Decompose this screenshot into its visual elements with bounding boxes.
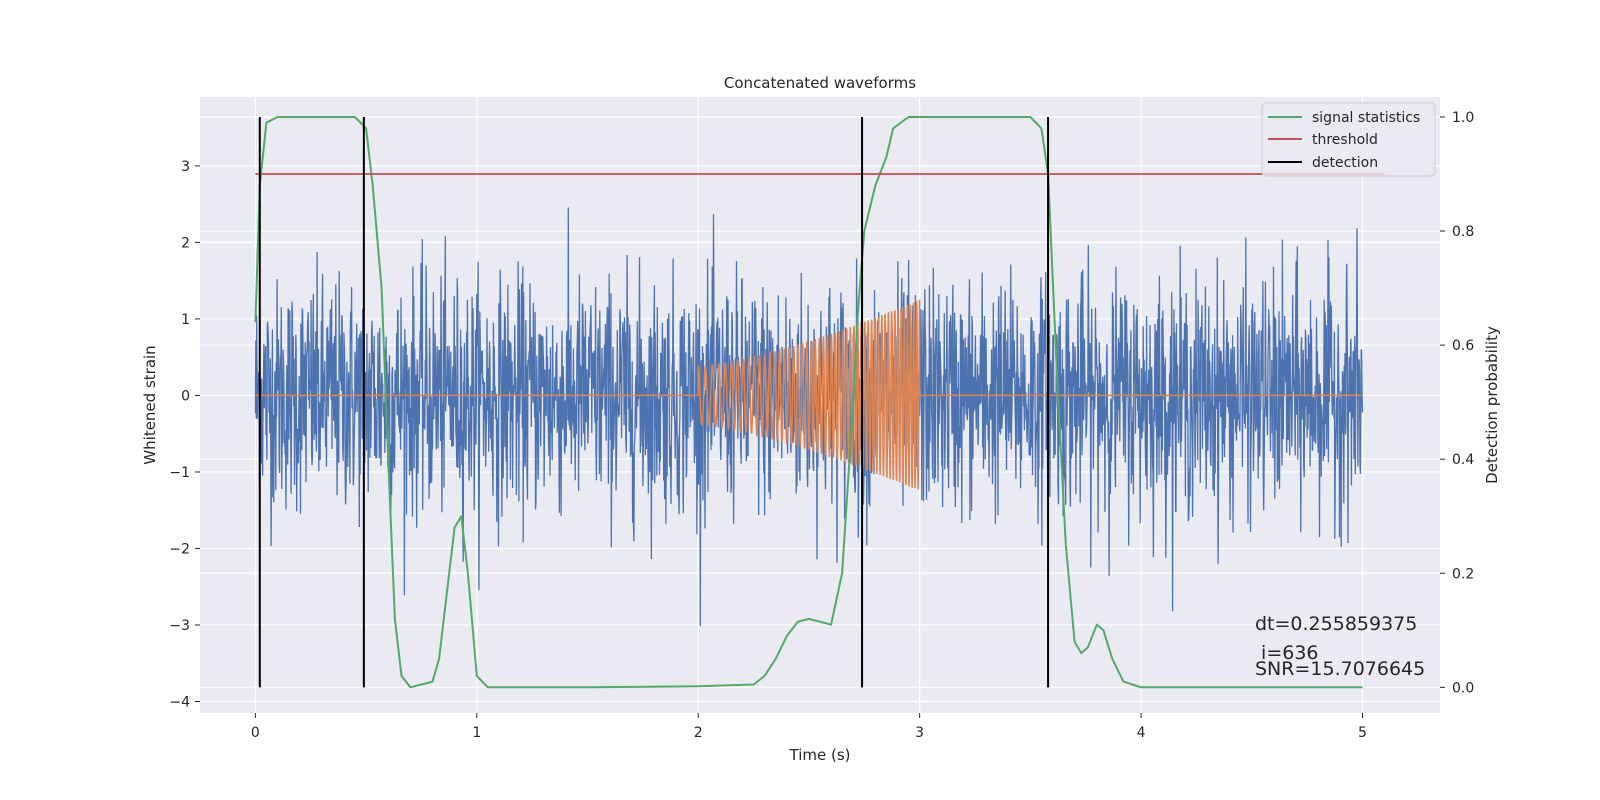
legend-label-signal-statistics: signal statistics (1312, 110, 1420, 126)
legend-box (1261, 102, 1436, 177)
right-tick-label: 0.2 (1452, 566, 1474, 582)
y-tick-label: −2 (169, 541, 190, 557)
x-tick-label: 0 (251, 725, 260, 741)
detection-lines (258, 116, 1050, 688)
x-axis-label: Time (s) (789, 746, 851, 764)
signal-statistics-line (254, 116, 1363, 689)
right-axis-ticks: 0.0 0.2 0.4 0.6 0.8 1.0 (1440, 110, 1474, 696)
x-tick-label: 5 (1358, 725, 1367, 741)
annotation-snr: SNR=15.7076645 (1255, 658, 1425, 680)
strain-series (254, 207, 1364, 627)
strain-line (254, 207, 1364, 627)
y-tick-label: −1 (169, 465, 190, 481)
chart-title: Concatenated waveforms (724, 74, 916, 92)
right-tick-label: 1.0 (1452, 110, 1474, 126)
y-tick-label: −4 (169, 695, 190, 711)
y-tick-label: 1 (181, 312, 190, 328)
annotation-dt: dt=0.255859375 (1255, 613, 1417, 635)
y-axis-label: Whitened strain (141, 345, 159, 464)
y-tick-label: 3 (181, 159, 190, 175)
y-tick-label: −3 (169, 618, 190, 634)
x-tick-label: 2 (694, 725, 703, 741)
y-axis-ticks: −4 −3 −2 −1 0 1 2 3 (169, 159, 200, 711)
right-tick-label: 0.4 (1452, 452, 1474, 468)
right-tick-label: 0.6 (1452, 338, 1474, 354)
annotation-i: i=636 (1255, 642, 1319, 664)
x-tick-label: 1 (472, 725, 481, 741)
legend-label-detection: detection (1312, 155, 1378, 171)
legend-label-threshold: threshold (1312, 132, 1378, 148)
legend: signal statistics threshold detection (1261, 102, 1436, 177)
y-tick-label: 0 (181, 388, 190, 404)
right-tick-label: 0.8 (1452, 224, 1474, 240)
signal-statistics-series (254, 116, 1363, 689)
y-tick-label: 2 (181, 235, 190, 251)
x-tick-label: 3 (915, 725, 924, 741)
x-tick-label: 4 (1137, 725, 1146, 741)
right-axis-label: Detection probability (1483, 326, 1501, 484)
right-tick-label: 0.0 (1452, 680, 1474, 696)
template-line (255, 299, 1363, 490)
x-axis-ticks: 0 1 2 3 4 5 (251, 713, 1367, 741)
template-series (255, 299, 1363, 490)
